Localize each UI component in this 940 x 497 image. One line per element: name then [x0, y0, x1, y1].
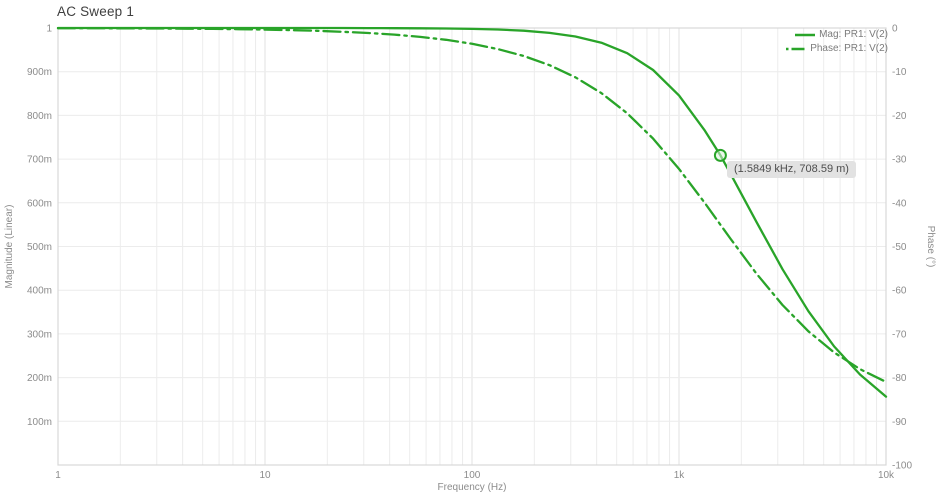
svg-text:-50: -50 — [892, 242, 907, 253]
svg-text:-80: -80 — [892, 373, 907, 384]
svg-text:300m: 300m — [27, 329, 52, 340]
svg-text:-100: -100 — [892, 461, 912, 472]
svg-text:Magnitude (Linear): Magnitude (Linear) — [4, 205, 15, 289]
svg-text:600m: 600m — [27, 198, 52, 209]
svg-text:-10: -10 — [892, 67, 907, 78]
cursor-tooltip: (1.5849 kHz, 708.59 m) — [727, 161, 856, 178]
phase-curve[interactable] — [56, 27, 888, 384]
svg-text:Phase (°): Phase (°) — [925, 226, 936, 268]
legend-item-magnitude[interactable]: Mag: PR1: V(2) — [794, 28, 888, 41]
legend-label-magnitude: Mag: PR1: V(2) — [819, 29, 888, 40]
svg-text:-20: -20 — [892, 111, 907, 122]
svg-text:-60: -60 — [892, 286, 907, 297]
svg-text:700m: 700m — [27, 155, 52, 166]
svg-text:-90: -90 — [892, 417, 907, 428]
axis-tick-labels: 1 900m 800m 700m 600m 500m 400m 300m 200m 100m 0 -1… — [4, 24, 936, 494]
svg-text:-40: -40 — [892, 198, 907, 209]
svg-text:1k: 1k — [674, 470, 686, 481]
cursor-marker[interactable] — [713, 148, 727, 162]
svg-text:900m: 900m — [27, 67, 52, 78]
legend-item-phase[interactable]: Phase: PR1: V(2) — [785, 42, 888, 55]
svg-text:10k: 10k — [878, 470, 895, 481]
svg-text:400m: 400m — [27, 286, 52, 297]
chart-title: AC Sweep 1 — [57, 4, 135, 19]
svg-text:100: 100 — [464, 470, 481, 481]
svg-text:200m: 200m — [27, 373, 52, 384]
legend: Mag: PR1: V(2) Phase: PR1: V(2) — [785, 28, 888, 55]
solid-line-swatch-icon — [795, 33, 816, 36]
dash-dot-line-swatch-icon — [786, 47, 807, 50]
svg-text:-70: -70 — [892, 329, 907, 340]
svg-text:1: 1 — [55, 470, 61, 481]
legend-label-phase: Phase: PR1: V(2) — [810, 43, 888, 54]
svg-text:800m: 800m — [27, 111, 52, 122]
svg-text:-30: -30 — [892, 155, 907, 166]
svg-text:Frequency (Hz): Frequency (Hz) — [438, 482, 507, 493]
svg-text:10: 10 — [259, 470, 271, 481]
grid-lines — [58, 28, 886, 465]
svg-text:1: 1 — [46, 24, 52, 35]
svg-text:500m: 500m — [27, 242, 52, 253]
svg-text:0: 0 — [892, 24, 898, 35]
svg-text:100m: 100m — [27, 417, 52, 428]
